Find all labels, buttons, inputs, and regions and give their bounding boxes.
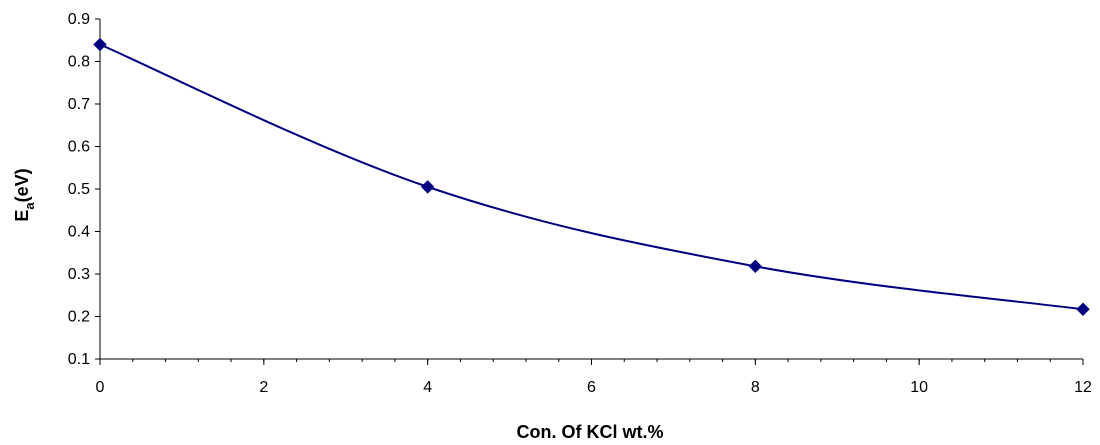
- y-tick-label: 0.8: [68, 54, 90, 71]
- y-tick-label: 0.4: [68, 224, 90, 241]
- x-tick-label: 6: [587, 379, 596, 396]
- y-tick-labels: 0.1 0.2 0.3 0.4 0.5 0.6 0.7 0.8 0.9: [68, 11, 90, 368]
- x-tick-label: 0: [96, 379, 105, 396]
- y-tick-label: 0.3: [68, 266, 90, 283]
- x-tick-label: 4: [423, 379, 432, 396]
- y-axis-title: Ea(eV): [12, 168, 37, 221]
- y-tick-label: 0.5: [68, 181, 90, 198]
- y-tick-label: 0.2: [68, 309, 90, 326]
- y-tick-label: 0.9: [68, 11, 90, 28]
- axes: [99, 19, 1083, 360]
- y-tick-label: 0.7: [68, 96, 90, 113]
- x-axis-title: Con. Of KCl wt.%: [517, 422, 664, 442]
- y-axis-title-sub: a: [22, 202, 37, 210]
- x-tick-labels: 0 2 4 6 8 10 12: [96, 379, 1092, 396]
- y-tick-label: 0.1: [68, 351, 90, 368]
- data-point: [93, 37, 107, 52]
- series-line: [99, 43, 1084, 311]
- tick-marks: [95, 18, 1084, 365]
- data-point: [748, 259, 763, 274]
- y-tick-label: 0.6: [68, 139, 90, 156]
- x-tick-label: 8: [751, 379, 760, 396]
- x-tick-label: 12: [1074, 379, 1092, 396]
- x-tick-label: 10: [910, 379, 928, 396]
- data-point: [1076, 302, 1090, 316]
- series-group: [93, 37, 1090, 316]
- data-point: [420, 180, 435, 194]
- x-tick-label: 2: [259, 379, 268, 396]
- y-axis-title-main: E: [12, 210, 32, 222]
- y-axis-title-rest: (eV): [12, 168, 32, 202]
